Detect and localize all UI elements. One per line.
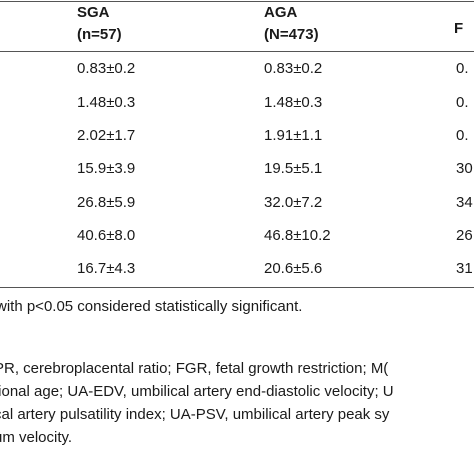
table-top-rule bbox=[0, 1, 474, 2]
cell-aga: 1.91±1.1 bbox=[264, 127, 323, 144]
table-row: 2.02±1.7 1.91±1.1 0. bbox=[0, 119, 474, 153]
cell-aga: 32.0±7.2 bbox=[264, 194, 323, 211]
cell-aga: 0.83±0.2 bbox=[264, 60, 323, 77]
cell-sga: 15.9±3.9 bbox=[77, 160, 136, 177]
header-aga: AGA bbox=[264, 4, 298, 21]
header-sga: SGA bbox=[77, 4, 110, 21]
abbreviation-line: um velocity. bbox=[0, 429, 73, 446]
abbreviation-line: cal artery pulsatility index; UA-PSV, um… bbox=[0, 406, 390, 423]
table-row: 26.8±5.9 32.0±7.2 34 bbox=[0, 186, 474, 220]
cell-aga: 20.6±5.6 bbox=[264, 260, 323, 277]
cell-p: 31 bbox=[456, 260, 473, 277]
header-sga-n: (n=57) bbox=[77, 26, 122, 43]
cell-p: 30 bbox=[456, 160, 473, 177]
header-p: F bbox=[454, 20, 464, 37]
table-bottom-rule bbox=[0, 287, 474, 288]
cell-p: 34 bbox=[456, 194, 473, 211]
header-aga-n: (N=473) bbox=[264, 26, 319, 43]
significance-note: with p<0.05 considered statistically sig… bbox=[0, 298, 303, 315]
cell-sga: 26.8±5.9 bbox=[77, 194, 136, 211]
cell-sga: 0.83±0.2 bbox=[77, 60, 136, 77]
abbreviation-line: tional age; UA-EDV, umbilical artery end… bbox=[0, 383, 394, 400]
table-row: 1.48±0.3 1.48±0.3 0. bbox=[0, 86, 474, 120]
table-row: 0.83±0.2 0.83±0.2 0. bbox=[0, 52, 474, 86]
cell-sga: 16.7±4.3 bbox=[77, 260, 136, 277]
abbreviation-line: PR, cerebroplacental ratio; FGR, fetal g… bbox=[0, 360, 389, 377]
cell-aga: 46.8±10.2 bbox=[264, 227, 331, 244]
cell-p: 0. bbox=[456, 94, 469, 111]
table-row: 15.9±3.9 19.5±5.1 30 bbox=[0, 152, 474, 186]
table-row: 40.6±8.0 46.8±10.2 26 bbox=[0, 219, 474, 253]
cell-sga: 40.6±8.0 bbox=[77, 227, 136, 244]
cell-aga: 19.5±5.1 bbox=[264, 160, 323, 177]
table-row: 16.7±4.3 20.6±5.6 31 bbox=[0, 252, 474, 286]
cell-p: 26 bbox=[456, 227, 473, 244]
cell-aga: 1.48±0.3 bbox=[264, 94, 323, 111]
cell-p: 0. bbox=[456, 60, 469, 77]
cell-sga: 2.02±1.7 bbox=[77, 127, 136, 144]
header-rule bbox=[0, 51, 474, 52]
cell-sga: 1.48±0.3 bbox=[77, 94, 136, 111]
cell-p: 0. bbox=[456, 127, 469, 144]
